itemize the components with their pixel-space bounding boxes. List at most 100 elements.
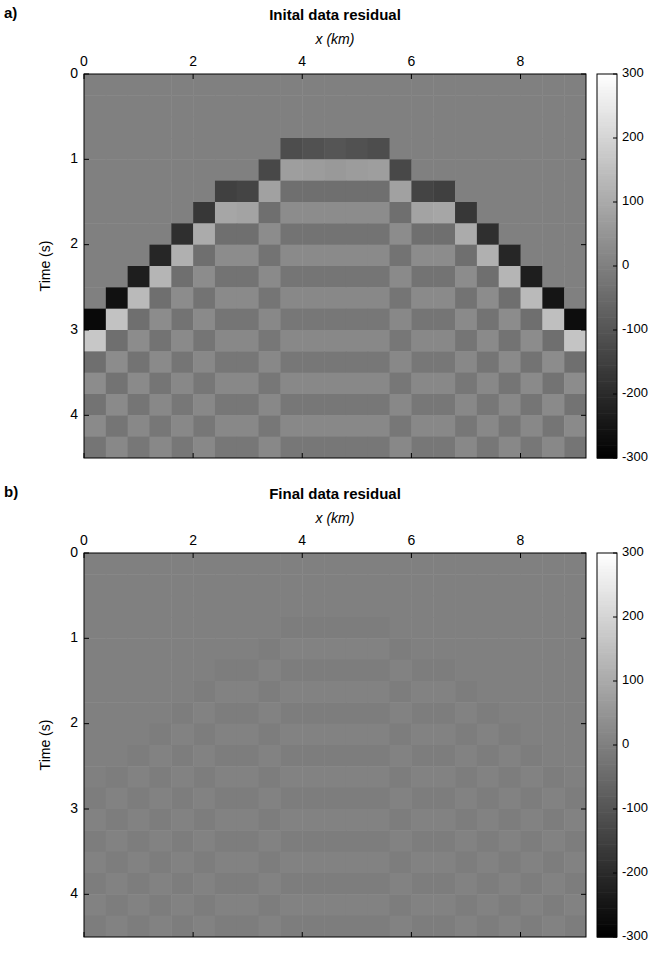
cell	[411, 74, 433, 96]
cell	[84, 415, 106, 437]
x-tick	[193, 74, 194, 79]
cell	[433, 809, 455, 831]
cell	[455, 181, 477, 203]
cell	[171, 873, 193, 895]
cell	[259, 830, 281, 852]
cell	[455, 245, 477, 267]
cell	[411, 745, 433, 767]
cell	[346, 702, 368, 724]
cell	[411, 852, 433, 874]
cell	[499, 117, 521, 139]
cell	[171, 159, 193, 181]
y-tick	[84, 553, 89, 554]
cell	[455, 415, 477, 437]
cell	[106, 181, 128, 203]
cell	[149, 553, 171, 575]
cell	[455, 809, 477, 831]
cell	[302, 202, 324, 224]
x-tick	[193, 932, 194, 937]
x-tick-label: 6	[407, 532, 415, 548]
cell	[84, 287, 106, 309]
cell	[477, 159, 499, 181]
cell	[128, 266, 150, 288]
x-tick-label: 2	[189, 53, 197, 69]
cell	[521, 873, 543, 895]
cell	[542, 415, 564, 437]
cell	[324, 553, 346, 575]
cell	[280, 894, 302, 916]
colorbar-tick	[613, 937, 617, 938]
cell	[521, 373, 543, 395]
colorbar-tick	[613, 394, 617, 395]
cell	[521, 159, 543, 181]
cell	[149, 873, 171, 895]
cell	[106, 74, 128, 96]
frame	[84, 74, 586, 458]
cell	[521, 202, 543, 224]
cell	[542, 681, 564, 703]
cell	[84, 437, 106, 458]
cell	[324, 202, 346, 224]
cell	[84, 873, 106, 895]
x-tick	[84, 553, 85, 558]
cell	[521, 95, 543, 117]
cell	[433, 223, 455, 245]
cell	[324, 852, 346, 874]
cell	[259, 74, 281, 96]
cell	[259, 724, 281, 746]
cell	[521, 852, 543, 874]
cell	[149, 745, 171, 767]
y-tick	[84, 415, 89, 416]
cell	[84, 309, 106, 331]
cell	[106, 660, 128, 682]
cell	[433, 916, 455, 937]
cell	[237, 873, 259, 895]
cell	[477, 309, 499, 331]
cell	[106, 809, 128, 831]
cell	[280, 660, 302, 682]
cell	[280, 788, 302, 810]
y-tick	[581, 894, 586, 895]
cell	[280, 74, 302, 96]
cell	[237, 809, 259, 831]
cell	[171, 181, 193, 203]
cell	[215, 553, 237, 575]
cell	[499, 74, 521, 96]
cell	[84, 852, 106, 874]
cell	[390, 766, 412, 788]
y-tick-label: 3	[70, 321, 78, 337]
colorbar-tick	[613, 873, 617, 874]
cell	[84, 617, 106, 639]
cell	[390, 330, 412, 352]
cells	[84, 74, 586, 458]
y-axis-title: Time (s)	[37, 241, 53, 292]
cell	[193, 702, 215, 724]
cell	[521, 245, 543, 267]
cell	[106, 681, 128, 703]
cell	[302, 330, 324, 352]
cell	[346, 574, 368, 596]
cell	[171, 638, 193, 660]
cell	[368, 181, 390, 203]
cell	[84, 766, 106, 788]
cell	[499, 681, 521, 703]
x-tick	[193, 453, 194, 458]
cell	[171, 330, 193, 352]
cell	[259, 660, 281, 682]
cell	[521, 223, 543, 245]
colorbar-tick	[613, 809, 617, 810]
cell	[542, 702, 564, 724]
cell	[237, 159, 259, 181]
cell	[564, 351, 586, 373]
cell	[499, 95, 521, 117]
cell	[171, 245, 193, 267]
cell	[280, 873, 302, 895]
cell	[106, 309, 128, 331]
cell	[106, 788, 128, 810]
cell	[193, 117, 215, 139]
cell	[542, 181, 564, 203]
cell	[128, 202, 150, 224]
cell	[149, 266, 171, 288]
cell	[324, 702, 346, 724]
cell	[390, 415, 412, 437]
